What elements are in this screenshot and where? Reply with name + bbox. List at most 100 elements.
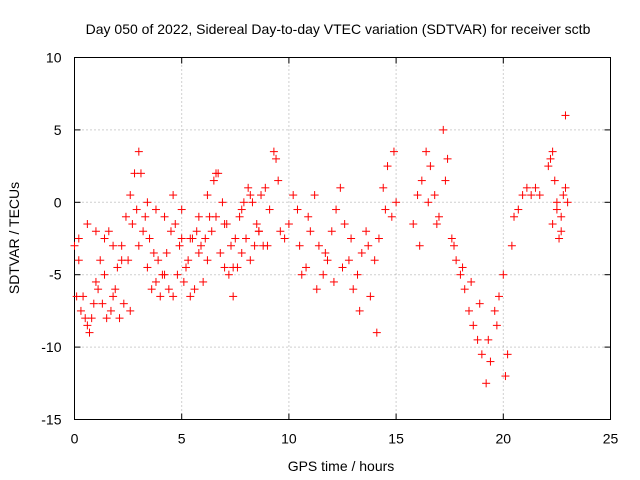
data-point: [242, 234, 251, 243]
data-point: [235, 212, 244, 221]
data-point: [332, 205, 341, 214]
data-point: [106, 306, 115, 315]
data-point: [194, 248, 203, 257]
y-tick-label: 5: [54, 122, 62, 138]
data-point: [499, 270, 508, 279]
data-point: [115, 314, 124, 323]
data-point: [100, 270, 109, 279]
x-tick-label: 0: [71, 431, 79, 447]
data-point: [370, 256, 379, 265]
data-point: [464, 306, 473, 315]
data-point: [194, 212, 203, 221]
data-point: [244, 183, 253, 192]
data-point: [229, 263, 238, 272]
data-point: [510, 212, 519, 221]
data-point: [263, 241, 272, 250]
data-point: [456, 270, 465, 279]
data-point: [467, 277, 476, 286]
data-point: [314, 241, 323, 250]
data-point: [216, 248, 225, 257]
data-point: [447, 234, 456, 243]
data-point: [280, 234, 289, 243]
data-point: [336, 183, 345, 192]
data-point: [132, 205, 141, 214]
data-point: [297, 270, 306, 279]
data-point: [548, 220, 557, 229]
data-point: [409, 220, 418, 229]
data-point: [156, 292, 165, 301]
data-point: [203, 191, 212, 200]
data-point: [441, 176, 450, 185]
data-point: [265, 205, 274, 214]
data-point: [312, 285, 321, 294]
data-point: [220, 263, 229, 272]
data-point: [550, 176, 559, 185]
data-point: [432, 220, 441, 229]
data-point: [379, 183, 388, 192]
data-point: [121, 212, 130, 221]
data-point: [139, 227, 148, 236]
data-point: [175, 241, 184, 250]
data-point: [126, 306, 135, 315]
x-tick-label: 15: [388, 431, 404, 447]
data-point: [482, 379, 491, 388]
data-point: [362, 227, 371, 236]
data-point: [484, 335, 493, 344]
data-point: [134, 147, 143, 156]
data-point: [237, 205, 246, 214]
data-point: [201, 234, 210, 243]
data-point: [561, 111, 570, 120]
y-tick-label: -15: [41, 412, 61, 428]
data-point: [117, 256, 126, 265]
data-point: [452, 256, 461, 265]
data-point: [76, 306, 85, 315]
data-point: [353, 270, 362, 279]
data-point: [83, 220, 92, 229]
y-tick-label: 10: [46, 50, 62, 66]
data-point: [269, 147, 278, 156]
data-point: [141, 212, 150, 221]
data-point: [527, 191, 536, 200]
data-point: [164, 285, 173, 294]
data-point: [310, 191, 319, 200]
data-point: [227, 241, 236, 250]
data-point: [257, 191, 266, 200]
data-point: [169, 292, 178, 301]
data-point: [552, 198, 561, 207]
data-point: [91, 277, 100, 286]
data-point: [495, 292, 504, 301]
data-point: [89, 299, 98, 308]
data-point: [415, 241, 424, 250]
data-point: [389, 147, 398, 156]
data-point: [559, 191, 568, 200]
data-point: [319, 270, 328, 279]
y-tick-label: -10: [41, 339, 61, 355]
data-point: [426, 162, 435, 171]
data-point: [458, 263, 467, 272]
data-point: [546, 154, 555, 163]
data-point: [327, 227, 336, 236]
data-point: [239, 198, 248, 207]
data-point: [531, 183, 540, 192]
data-point: [417, 176, 426, 185]
data-point: [306, 227, 315, 236]
data-point: [117, 241, 126, 250]
data-point: [147, 285, 156, 294]
data-point: [207, 227, 216, 236]
x-axis-label: GPS time / hours: [288, 458, 395, 474]
data-point: [276, 227, 285, 236]
data-point: [372, 328, 381, 337]
data-point: [449, 241, 458, 250]
data-point: [501, 372, 510, 381]
data-point: [81, 314, 90, 323]
data-point: [237, 248, 246, 257]
data-point: [284, 220, 293, 229]
data-point: [203, 256, 212, 265]
data-point: [184, 256, 193, 265]
data-point: [181, 263, 190, 272]
data-point: [186, 292, 195, 301]
data-point: [561, 183, 570, 192]
data-point: [166, 227, 175, 236]
data-point: [344, 256, 353, 265]
x-tick-label: 10: [281, 431, 297, 447]
